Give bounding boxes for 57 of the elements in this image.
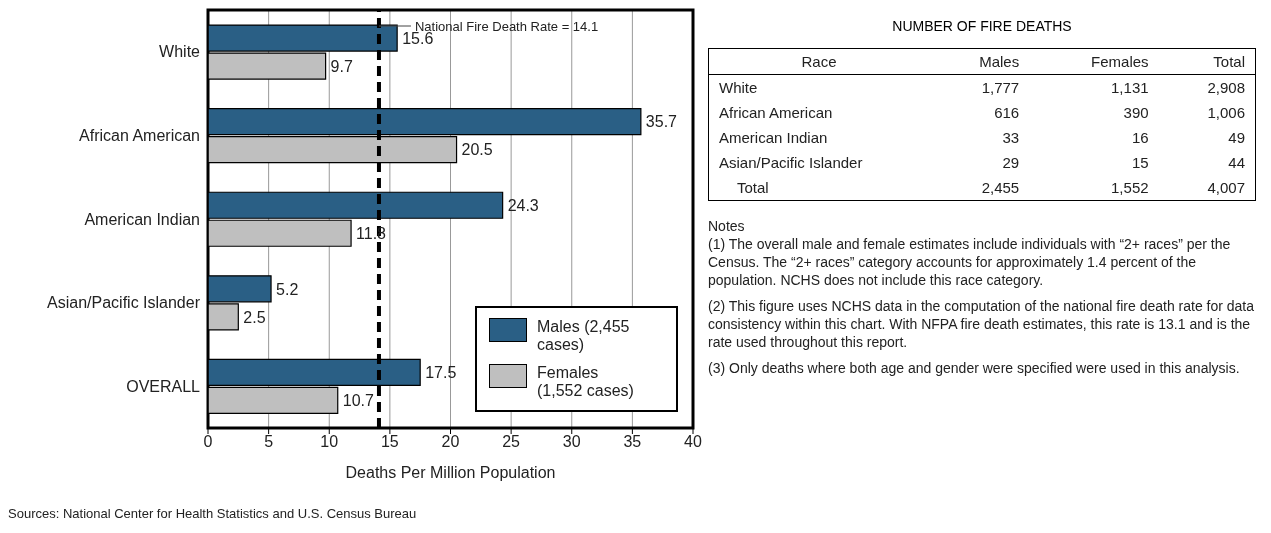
data-label: 1,006: [1206, 103, 1246, 123]
legend-label: Males (2,455 cases): [537, 318, 631, 354]
data-label: 10.7: [342, 392, 374, 410]
data-label: 616: [993, 103, 1021, 123]
ref-line-label: National Fire Death Rate = 14.1: [414, 19, 599, 34]
data-label: 9.7: [330, 57, 353, 75]
text: Total: [1212, 52, 1246, 72]
data-label: 2,908: [1206, 78, 1246, 98]
text: (2) This figure uses NCHS data in the computation of the national fire death rate for data consistency within this chart. With NFPA fire death estimates, this rate is 13.1 and is the rate used throughout this report.: [708, 297, 1256, 351]
category-label: Asian/Pacific Islander: [718, 153, 864, 173]
text: (1) The overall male and female estimates include individuals with “2+ races” per the Census. The “2+ races” category accounts for approximately 1.4 percent of the population. NCHS does not include this race category.: [708, 235, 1232, 289]
data-label: 5.2: [276, 280, 299, 298]
text: Males: [978, 52, 1021, 72]
data-label: 24.3: [507, 196, 539, 214]
data-label: 49: [1227, 128, 1246, 148]
data-label: 1,131: [1110, 78, 1150, 98]
source-note: Sources: National Center for Health Statistics and U.S. Census Bureau: [8, 506, 417, 521]
text: NUMBER OF FIRE DEATHS: [891, 18, 1073, 34]
data-label: 1,777: [980, 78, 1021, 98]
data-label: 2,455: [980, 178, 1021, 198]
data-label: 20.5: [461, 141, 493, 159]
data-label: 11.8: [356, 224, 387, 242]
data-label: 35.7: [645, 113, 678, 131]
x-tick-label: 25: [502, 433, 521, 451]
data-label: 4,007: [1206, 178, 1246, 198]
x-tick-label: 15: [380, 433, 399, 451]
data-label: 29: [1001, 153, 1021, 173]
data-label: 17.5: [425, 364, 457, 382]
y-tick-label: American Indian: [84, 210, 200, 228]
category-label: Total: [736, 178, 770, 198]
data-label: 1,552: [1110, 178, 1150, 198]
legend-label: Females (1,552 cases): [537, 364, 635, 400]
x-tick-label: 10: [320, 433, 339, 451]
category-label: African American: [718, 103, 834, 123]
data-label: 33: [1001, 128, 1021, 148]
data-label: 2.5: [243, 308, 266, 326]
x-tick-label: 30: [562, 433, 581, 451]
text: Females: [1090, 52, 1150, 72]
y-tick-label: Asian/Pacific Islander: [47, 294, 201, 312]
text: Notes: [708, 217, 746, 235]
x-tick-label: 5: [264, 433, 274, 451]
data-label: 16: [1130, 128, 1150, 148]
y-tick-label: African American: [79, 127, 200, 145]
x-tick-label: 40: [684, 433, 702, 451]
category-label: White: [718, 78, 759, 98]
y-tick-label: White: [159, 43, 201, 61]
x-tick-label: 0: [203, 433, 213, 451]
category-label: American Indian: [718, 128, 829, 148]
text: Race: [800, 52, 838, 72]
text: (3) Only deaths where both age and gender were specified were used in this analysis.: [708, 359, 1241, 377]
x-tick-label: 35: [623, 433, 642, 451]
data-label: 390: [1122, 103, 1150, 123]
data-label: 15: [1130, 153, 1150, 173]
y-tick-label: OVERALL: [126, 377, 201, 395]
data-label: 44: [1227, 153, 1246, 173]
x-tick-label: 20: [441, 433, 460, 451]
x-axis-title: Deaths Per Million Population: [345, 464, 556, 481]
